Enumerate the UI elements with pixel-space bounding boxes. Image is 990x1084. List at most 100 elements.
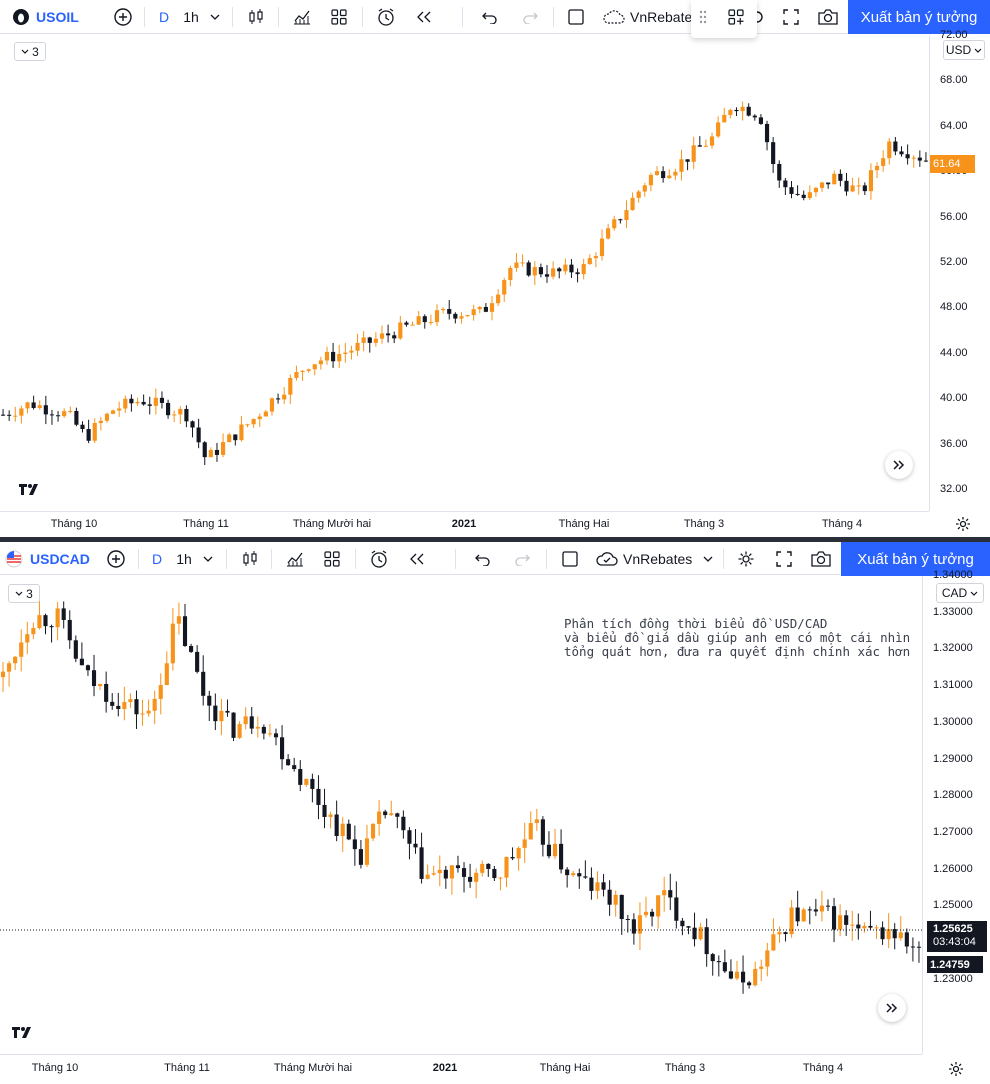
candle bbox=[67, 610, 72, 649]
candle-body bbox=[261, 726, 266, 734]
symbol-search-button[interactable]: USDCAD bbox=[30, 551, 90, 567]
indicators-icon[interactable] bbox=[290, 0, 314, 34]
chevron-down-icon[interactable] bbox=[207, 0, 223, 34]
candle-body bbox=[563, 264, 568, 272]
candle-body bbox=[807, 192, 812, 198]
interval-prefix[interactable]: D bbox=[158, 9, 170, 25]
candle-body bbox=[753, 968, 758, 986]
interval-prefix[interactable]: D bbox=[151, 551, 163, 567]
chart-settings-gear-icon[interactable] bbox=[951, 511, 975, 537]
price-axis-usoil[interactable]: 72.0068.0064.0060.0056.0052.0048.0044.00… bbox=[929, 29, 990, 511]
scroll-to-realtime-button[interactable] bbox=[878, 994, 906, 1022]
candle bbox=[86, 419, 91, 444]
price-tick-label: 1.34000 bbox=[933, 569, 973, 581]
layout-single-icon[interactable] bbox=[564, 0, 588, 34]
price-axis-usdcad[interactable]: 1.34000 1.33000 1.32000 1.31000 1.30000 1.290… bbox=[922, 569, 990, 1054]
undo-icon[interactable] bbox=[478, 0, 502, 34]
camera-snapshot-icon[interactable] bbox=[808, 542, 834, 576]
chevron-down-icon[interactable] bbox=[700, 542, 716, 576]
candles-style-icon[interactable] bbox=[238, 542, 262, 576]
toolbar-separator bbox=[232, 7, 233, 27]
currency-selector[interactable]: CAD bbox=[936, 583, 984, 603]
candles-style-icon[interactable] bbox=[244, 0, 268, 34]
candle-body bbox=[25, 402, 30, 409]
redo-icon[interactable] bbox=[510, 542, 534, 576]
drag-handle-icon[interactable] bbox=[695, 0, 711, 34]
candle-body bbox=[471, 309, 476, 316]
toolbar-separator bbox=[553, 7, 554, 27]
compare-add-icon[interactable] bbox=[111, 0, 135, 34]
settings-gear-icon[interactable] bbox=[757, 0, 769, 34]
candle-body bbox=[401, 816, 406, 831]
floating-drawing-toolbar[interactable] bbox=[691, 0, 757, 38]
indicators-collapse-button[interactable]: 3 bbox=[14, 42, 46, 61]
redo-icon[interactable] bbox=[518, 0, 542, 34]
time-axis-usdcad[interactable]: Tháng 10 Tháng 11 Tháng Mười hai 2021 Tháng … bbox=[0, 1054, 922, 1084]
candle bbox=[389, 800, 394, 816]
candle bbox=[13, 655, 18, 671]
alert-clock-icon[interactable] bbox=[374, 0, 398, 34]
publish-idea-button[interactable]: Xuất bản ý tưởng bbox=[841, 542, 990, 576]
candle bbox=[243, 707, 248, 730]
analysis-text-note[interactable]: Phân tích đồng thời biểu đồ USD/CAD và b… bbox=[564, 616, 911, 659]
time-tick-label: Tháng 11 bbox=[183, 518, 229, 530]
chart-settings-gear-icon[interactable] bbox=[944, 1054, 968, 1084]
template-name[interactable]: VnRebates bbox=[623, 551, 693, 567]
candle bbox=[19, 629, 24, 672]
template-name[interactable]: VnRebate bbox=[630, 9, 693, 25]
chevron-down-icon[interactable] bbox=[200, 542, 216, 576]
usdcad-candle-chart[interactable] bbox=[0, 576, 922, 1054]
candle-body bbox=[292, 765, 297, 770]
candle bbox=[147, 396, 152, 415]
usoil-candle-chart[interactable] bbox=[0, 35, 929, 511]
settings-gear-icon[interactable] bbox=[734, 542, 758, 576]
add-grid-icon[interactable] bbox=[723, 0, 749, 34]
alert-clock-icon[interactable] bbox=[367, 542, 391, 576]
publish-idea-button[interactable]: Xuất bản ý tưởng bbox=[848, 0, 990, 34]
candle-body bbox=[923, 160, 929, 162]
interval-button[interactable]: 1h bbox=[183, 9, 199, 25]
symbol-search-button[interactable]: USOIL bbox=[36, 9, 79, 25]
undo-icon[interactable] bbox=[471, 542, 495, 576]
layout-grid-icon[interactable] bbox=[320, 542, 344, 576]
candle bbox=[661, 166, 666, 183]
candle bbox=[583, 860, 588, 879]
fullscreen-icon[interactable] bbox=[779, 0, 803, 34]
price-tick-label: 1.29000 bbox=[933, 752, 973, 765]
fullscreen-icon[interactable] bbox=[772, 542, 796, 576]
cloud-saved-icon[interactable] bbox=[594, 542, 620, 576]
candle bbox=[674, 881, 679, 929]
candle-body bbox=[807, 909, 812, 911]
indicators-icon[interactable] bbox=[283, 542, 307, 576]
replay-rewind-icon[interactable] bbox=[412, 0, 436, 34]
time-axis-usoil[interactable]: Tháng 10 Tháng 11 Tháng Mười hai 2021 Tháng … bbox=[0, 511, 929, 537]
interval-button[interactable]: 1h bbox=[176, 551, 192, 567]
scroll-to-realtime-button[interactable] bbox=[885, 451, 913, 479]
candle-body bbox=[559, 843, 564, 870]
candle-body bbox=[251, 419, 256, 425]
candle bbox=[98, 683, 103, 690]
candle bbox=[135, 397, 140, 406]
layout-single-icon[interactable] bbox=[558, 542, 582, 576]
indicators-collapse-button[interactable]: 3 bbox=[8, 584, 40, 603]
currency-selector[interactable]: USD bbox=[943, 40, 985, 60]
candle bbox=[471, 304, 476, 321]
candle bbox=[74, 407, 79, 427]
cloud-save-icon[interactable] bbox=[601, 0, 627, 34]
candle-body bbox=[697, 145, 702, 147]
candle-body bbox=[324, 351, 330, 361]
candle bbox=[306, 368, 311, 373]
toolbar-separator bbox=[546, 549, 547, 569]
camera-snapshot-icon[interactable] bbox=[815, 0, 841, 34]
replay-rewind-icon[interactable] bbox=[405, 542, 429, 576]
candle-body bbox=[152, 698, 157, 711]
candle-body bbox=[746, 106, 751, 116]
price-line-tag: 1.25625 03:43:04 bbox=[927, 921, 987, 953]
compare-add-icon[interactable] bbox=[104, 542, 128, 576]
layout-grid-icon[interactable] bbox=[327, 0, 351, 34]
candle-body bbox=[453, 313, 458, 319]
candle bbox=[624, 200, 629, 229]
candle bbox=[237, 721, 242, 740]
candle bbox=[571, 870, 576, 877]
pane-divider[interactable] bbox=[0, 537, 990, 542]
